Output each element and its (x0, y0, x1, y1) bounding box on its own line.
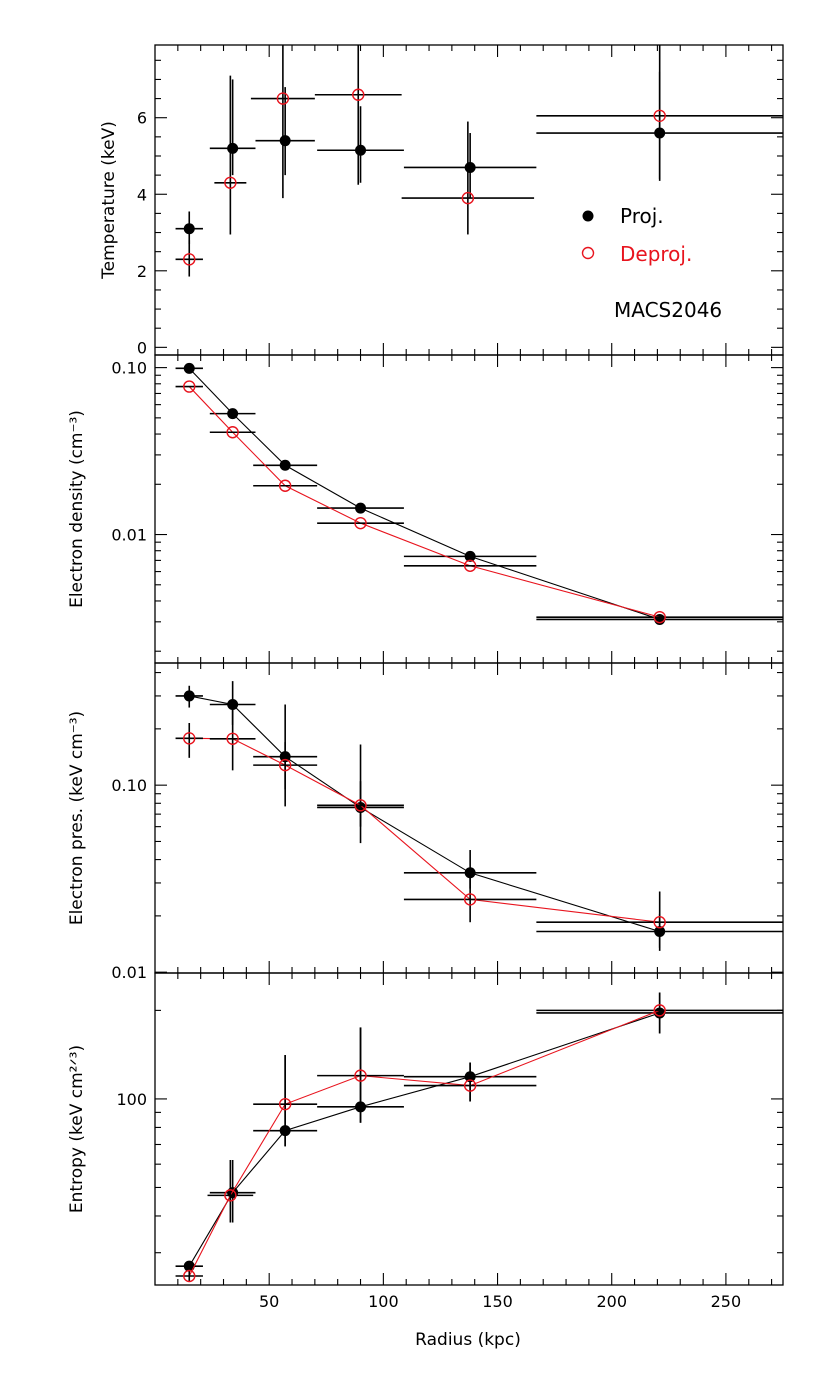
data-point (653, 610, 666, 624)
data-point (355, 144, 367, 156)
y-tick-label: 2 (137, 262, 147, 281)
y-tick-label: 0.10 (111, 776, 147, 795)
data-point (183, 362, 195, 374)
data-point (183, 1269, 196, 1283)
data-point (352, 88, 365, 101)
series-proj-pressure (175, 681, 783, 948)
data-point (183, 380, 196, 393)
data-point (463, 893, 477, 906)
data-point (354, 799, 367, 812)
series-line (188, 367, 660, 620)
data-point (279, 135, 291, 147)
data-area-entropy (175, 992, 783, 1283)
data-point (224, 176, 237, 189)
data-point (463, 559, 477, 572)
x-tick-label: 50 (259, 1292, 279, 1311)
data-area-temperature (175, 45, 783, 277)
y-tick-label: 4 (137, 185, 147, 204)
data-point (227, 698, 239, 710)
x-tick-label: 100 (368, 1292, 399, 1311)
data-point (464, 550, 476, 562)
y-tick-label: 0.01 (111, 963, 147, 982)
legend-marker-proj (582, 210, 594, 222)
series-deproj-pressure (175, 709, 783, 951)
data-point (354, 1069, 367, 1082)
data-point (278, 1097, 292, 1111)
data-point (354, 516, 367, 530)
panel-density: 0.01 0.10 Electron density (cm⁻³) (67, 354, 784, 664)
data-point (463, 1079, 477, 1092)
series-line (189, 695, 660, 933)
data-point (183, 223, 195, 235)
data-point (461, 191, 475, 205)
y-tick-label: 6 (137, 109, 147, 128)
x-axis-title: Radius (kpc) (415, 1330, 521, 1350)
series-deproj-entropy (175, 992, 783, 1283)
data-point (183, 690, 195, 702)
x-tick-label: 150 (482, 1292, 513, 1311)
x-tick-label: 200 (596, 1292, 627, 1311)
y-axis-title-temperature: Temperature (keV) (99, 121, 119, 280)
data-point (653, 916, 666, 929)
series-deproj-density (175, 380, 783, 624)
series-line (188, 1012, 660, 1267)
series-proj-density (175, 362, 783, 625)
legend-label-proj: Proj. (620, 204, 664, 228)
y-axis-title-pressure: Electron pres. (keV cm⁻³) (67, 711, 87, 925)
panel-frame-pressure (154, 662, 784, 974)
data-point (183, 732, 196, 745)
y-axis-title-density: Electron density (cm⁻³) (67, 410, 87, 608)
data-point (183, 253, 196, 266)
cluster-annotation: MACS2046 (614, 298, 722, 322)
legend-marker-deproj (581, 246, 595, 260)
data-point (464, 867, 476, 879)
y-tick-label: 0 (137, 338, 147, 357)
x-tick-label: 250 (711, 1292, 742, 1311)
y-tick-label: 0.01 (111, 526, 147, 545)
data-point (278, 479, 292, 492)
legend-label-deproj: Deproj. (620, 242, 692, 266)
legend: Proj. Deproj. (581, 204, 692, 266)
data-point (227, 1187, 239, 1199)
data-point (183, 1260, 195, 1272)
data-point (464, 161, 476, 173)
data-point (227, 408, 239, 420)
data-area-pressure (175, 681, 783, 951)
data-point (653, 109, 666, 123)
data-point (355, 502, 367, 514)
data-point (226, 732, 239, 745)
data-point (278, 758, 292, 772)
series-line (188, 1009, 660, 1277)
data-point (279, 459, 291, 471)
data-point (224, 1189, 237, 1202)
data-point (226, 426, 239, 439)
y-tick-label: 0.10 (111, 359, 147, 378)
panel-entropy: 100 50 100 150 200 250 Entropy (keV cm²ᐟ³) (67, 972, 784, 1311)
series-line (188, 386, 660, 618)
panel-temperature: 0 2 4 6 Temperature (keV) (99, 44, 784, 357)
y-axis-title-entropy: Entropy (keV cm²ᐟ³) (67, 1045, 87, 1213)
series-proj-entropy (175, 992, 783, 1272)
data-point (276, 92, 290, 105)
series-proj-temperature (175, 71, 783, 245)
panel-pressure: 0.01 0.10 Electron pres. (keV cm⁻³) (67, 662, 784, 982)
data-point (227, 142, 239, 154)
data-area-density (175, 362, 783, 625)
y-tick-label: 100 (116, 1090, 147, 1109)
series-deproj-temperature (175, 45, 783, 277)
data-point (653, 1004, 666, 1017)
panel-frame-entropy (154, 972, 784, 1286)
